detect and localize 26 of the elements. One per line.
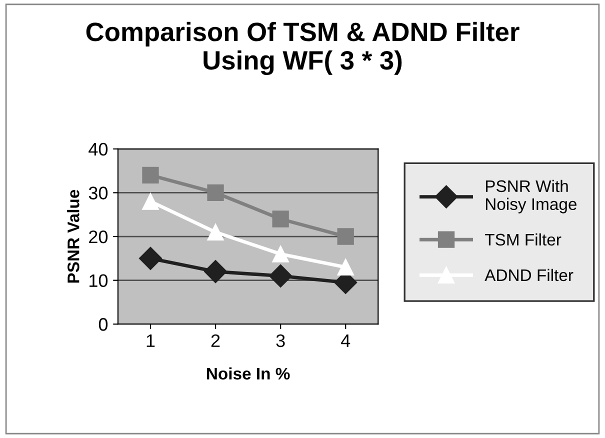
point xyxy=(204,260,228,284)
point xyxy=(269,264,292,288)
x-tick-label: 1 xyxy=(146,334,155,347)
point xyxy=(337,258,354,276)
point xyxy=(142,193,159,210)
x-tick-label: 3 xyxy=(276,334,285,348)
chart-title: Comparison Of TSM & ADND Filter Using WF( 3 * 3) xyxy=(86,22,520,76)
point xyxy=(142,166,159,184)
point xyxy=(138,246,162,270)
x-tick-label: 4 xyxy=(341,334,350,347)
y-tick-label: 40 xyxy=(88,142,108,156)
point xyxy=(272,246,289,262)
y-axis-title: PSNR Value xyxy=(67,190,80,283)
point xyxy=(207,224,224,240)
y-tick-label: 10 xyxy=(90,274,108,288)
y-tick-label: 20 xyxy=(89,230,108,244)
point xyxy=(272,210,289,228)
point xyxy=(337,228,354,245)
y-tick-label: 0 xyxy=(98,318,108,331)
x-tick-label: 2 xyxy=(211,334,220,347)
legend-label: PSNR With Noisy Image xyxy=(486,180,576,214)
x-axis-title: Noise In % xyxy=(207,367,290,380)
point xyxy=(207,184,224,202)
legend-label: ADND Filter xyxy=(484,268,574,282)
y-tick-label: 30 xyxy=(88,186,108,200)
legend-label: TSM Filter xyxy=(484,233,562,246)
